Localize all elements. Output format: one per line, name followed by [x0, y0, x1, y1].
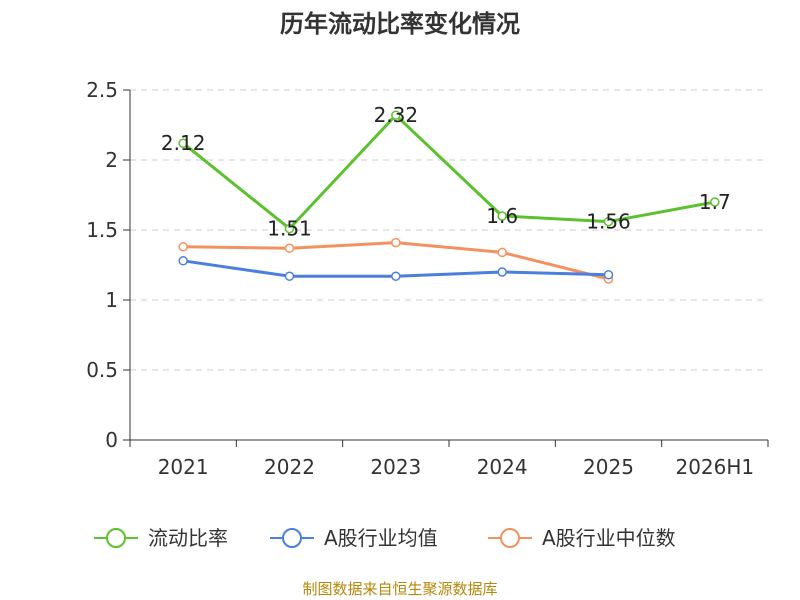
data-point	[603, 270, 614, 280]
legend-item: A股行业均值	[270, 526, 438, 550]
legend-label: 流动比率	[148, 526, 228, 550]
data-label: 1.51	[267, 217, 312, 241]
legend: 流动比率 A股行业均值 A股行业中位数	[94, 526, 676, 550]
y-tick-label: 1	[105, 288, 118, 312]
chart-title: 历年流动比率变化情况	[280, 10, 520, 38]
data-point	[710, 197, 720, 207]
x-tick-label: 2023	[370, 455, 421, 479]
x-tick-label: 2024	[477, 455, 528, 479]
data-point	[284, 271, 295, 281]
data-point	[497, 211, 507, 221]
legend-item: A股行业中位数	[488, 526, 676, 550]
grid-lines	[130, 89, 768, 371]
legend-marker	[106, 528, 126, 548]
data-point	[497, 247, 507, 258]
x-tick-label: 2026H1	[675, 455, 754, 479]
legend-item: 流动比率	[94, 526, 228, 550]
source-note: 制图数据来自恒生聚源数据库	[302, 580, 497, 598]
data-point	[391, 110, 401, 120]
legend-marker	[282, 528, 302, 548]
data-label: 1.6	[486, 204, 518, 228]
y-tick-label: 2	[105, 148, 118, 172]
data-point	[603, 216, 614, 227]
x-tick-label: 2022	[264, 455, 315, 479]
y-tick-label: 0	[105, 428, 118, 452]
y-tick-label: 0.5	[86, 358, 118, 382]
x-tick-label: 2021	[158, 455, 209, 479]
data-point	[391, 271, 401, 281]
y-tick-label: 2.5	[86, 78, 118, 102]
series-line	[181, 113, 717, 231]
legend-marker	[500, 528, 520, 548]
data-point	[178, 256, 188, 266]
data-point	[497, 267, 507, 277]
data-point	[178, 242, 188, 252]
series-group	[178, 110, 720, 284]
data-point	[284, 243, 295, 253]
data-point	[178, 138, 188, 148]
data-label: 2.32	[374, 103, 419, 127]
legend-label: A股行业中位数	[542, 526, 676, 550]
legend-label: A股行业均值	[324, 526, 438, 550]
data-point	[284, 223, 295, 234]
data-label: 1.56	[586, 210, 631, 234]
data-labels: 2.12 1.51 2.32 1.6 1.56 1.7	[161, 103, 731, 240]
data-label: 1.7	[699, 190, 731, 214]
x-tick-label: 2025	[583, 455, 634, 479]
data-point	[391, 237, 401, 248]
axes: 0 0.5 1 1.5 2 2.5 2021 2022 2023 2024 2025 2026H1	[86, 78, 769, 479]
data-label: 2.12	[161, 131, 206, 155]
y-tick-label: 1.5	[86, 218, 118, 242]
